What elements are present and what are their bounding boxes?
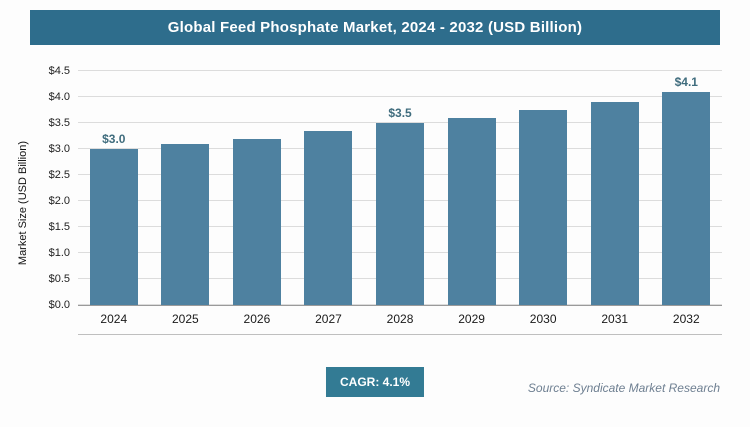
bar-2030 <box>519 110 568 305</box>
bar-slot <box>436 71 508 305</box>
y-tick-label: $2.5 <box>48 169 70 181</box>
bar-2028 <box>376 123 425 305</box>
chart-area: Market Size (USD Billion) $0.0 $0.5 $1.0 $1… <box>12 65 722 335</box>
bar-2027 <box>304 130 353 305</box>
bars: $3.0 $3.5 $4.1 <box>78 71 722 305</box>
bar-slot <box>221 71 293 305</box>
chart-title-banner: Global Feed Phosphate Market, 2024 - 203… <box>30 10 720 45</box>
y-tick-label: $4.0 <box>48 91 70 103</box>
y-tick-label: $3.0 <box>48 143 70 156</box>
x-tick-label: 2024 <box>100 312 128 326</box>
bar-slot <box>579 71 651 305</box>
y-axis-ticks: $0.0 $0.5 $1.0 $1.5 $2.0 $2.5 $3.0 $3.5 $4.0 $4.5 <box>34 65 78 311</box>
y-tick-label: $0.0 <box>48 299 70 311</box>
plot-area: $3.0 $3.5 $4.1 <box>78 70 722 306</box>
x-tick-label: 2025 <box>171 312 199 326</box>
bar-slot <box>293 71 365 305</box>
x-tick-label: 2032 <box>672 312 700 326</box>
y-tick-label: $1.5 <box>48 221 70 234</box>
page: { "header": { "title": "Global Feed Phos… <box>0 10 750 427</box>
x-tick-label: 2030 <box>529 312 557 326</box>
bar-2024 <box>89 149 138 305</box>
bar-2025 <box>161 143 210 305</box>
bar-value-label: $3.0 <box>102 132 126 147</box>
bar-slot <box>507 71 579 305</box>
gridline <box>78 70 722 71</box>
x-tick-label: 2028 <box>386 312 414 326</box>
cagr-badge: CAGR: 4.1% <box>325 367 425 397</box>
bar-value-label: $3.5 <box>388 106 412 120</box>
chart-title: Global Feed Phosphate Market, 2024 - 203… <box>167 19 583 36</box>
gridline <box>78 96 722 97</box>
x-tick-label: 2027 <box>315 312 342 326</box>
bar-value-label: $4.1 <box>674 74 698 89</box>
y-tick-label: $2.0 <box>48 195 70 207</box>
y-tick-label: $1.0 <box>48 247 70 259</box>
y-tick-label: $3.5 <box>48 117 70 129</box>
x-tick-label: 2031 <box>601 312 629 326</box>
bar-2029 <box>447 117 496 305</box>
y-axis-title-column: Market Size (USD Billion) <box>12 71 34 335</box>
x-tick-label: 2026 <box>243 312 271 326</box>
bar-slot: $3.5 <box>364 71 436 305</box>
footer: CAGR: 4.1% Source: Syndicate Market Rese… <box>0 367 750 399</box>
bar-2031 <box>590 102 639 305</box>
plot-column: $3.0 $3.5 $4.1 2024 2025 2026 2027 2028 2029 203… <box>78 70 722 335</box>
bar-slot: $3.0 <box>78 71 150 305</box>
source-credit: Source: Syndicate Market Research <box>527 381 720 395</box>
y-tick-label: $4.5 <box>48 65 70 77</box>
y-tick-label: $0.5 <box>48 273 70 285</box>
gridline <box>78 122 722 123</box>
y-axis-title: Market Size (USD Billion) <box>17 140 29 266</box>
bar-2032 <box>662 91 711 305</box>
bar-2026 <box>232 138 281 305</box>
x-tick-label: 2029 <box>458 312 485 326</box>
x-axis-labels: 2024 2025 2026 2027 2028 2029 2030 2031 2032 <box>78 306 722 335</box>
bar-slot: $4.1 <box>651 71 723 305</box>
bar-slot <box>150 71 222 305</box>
